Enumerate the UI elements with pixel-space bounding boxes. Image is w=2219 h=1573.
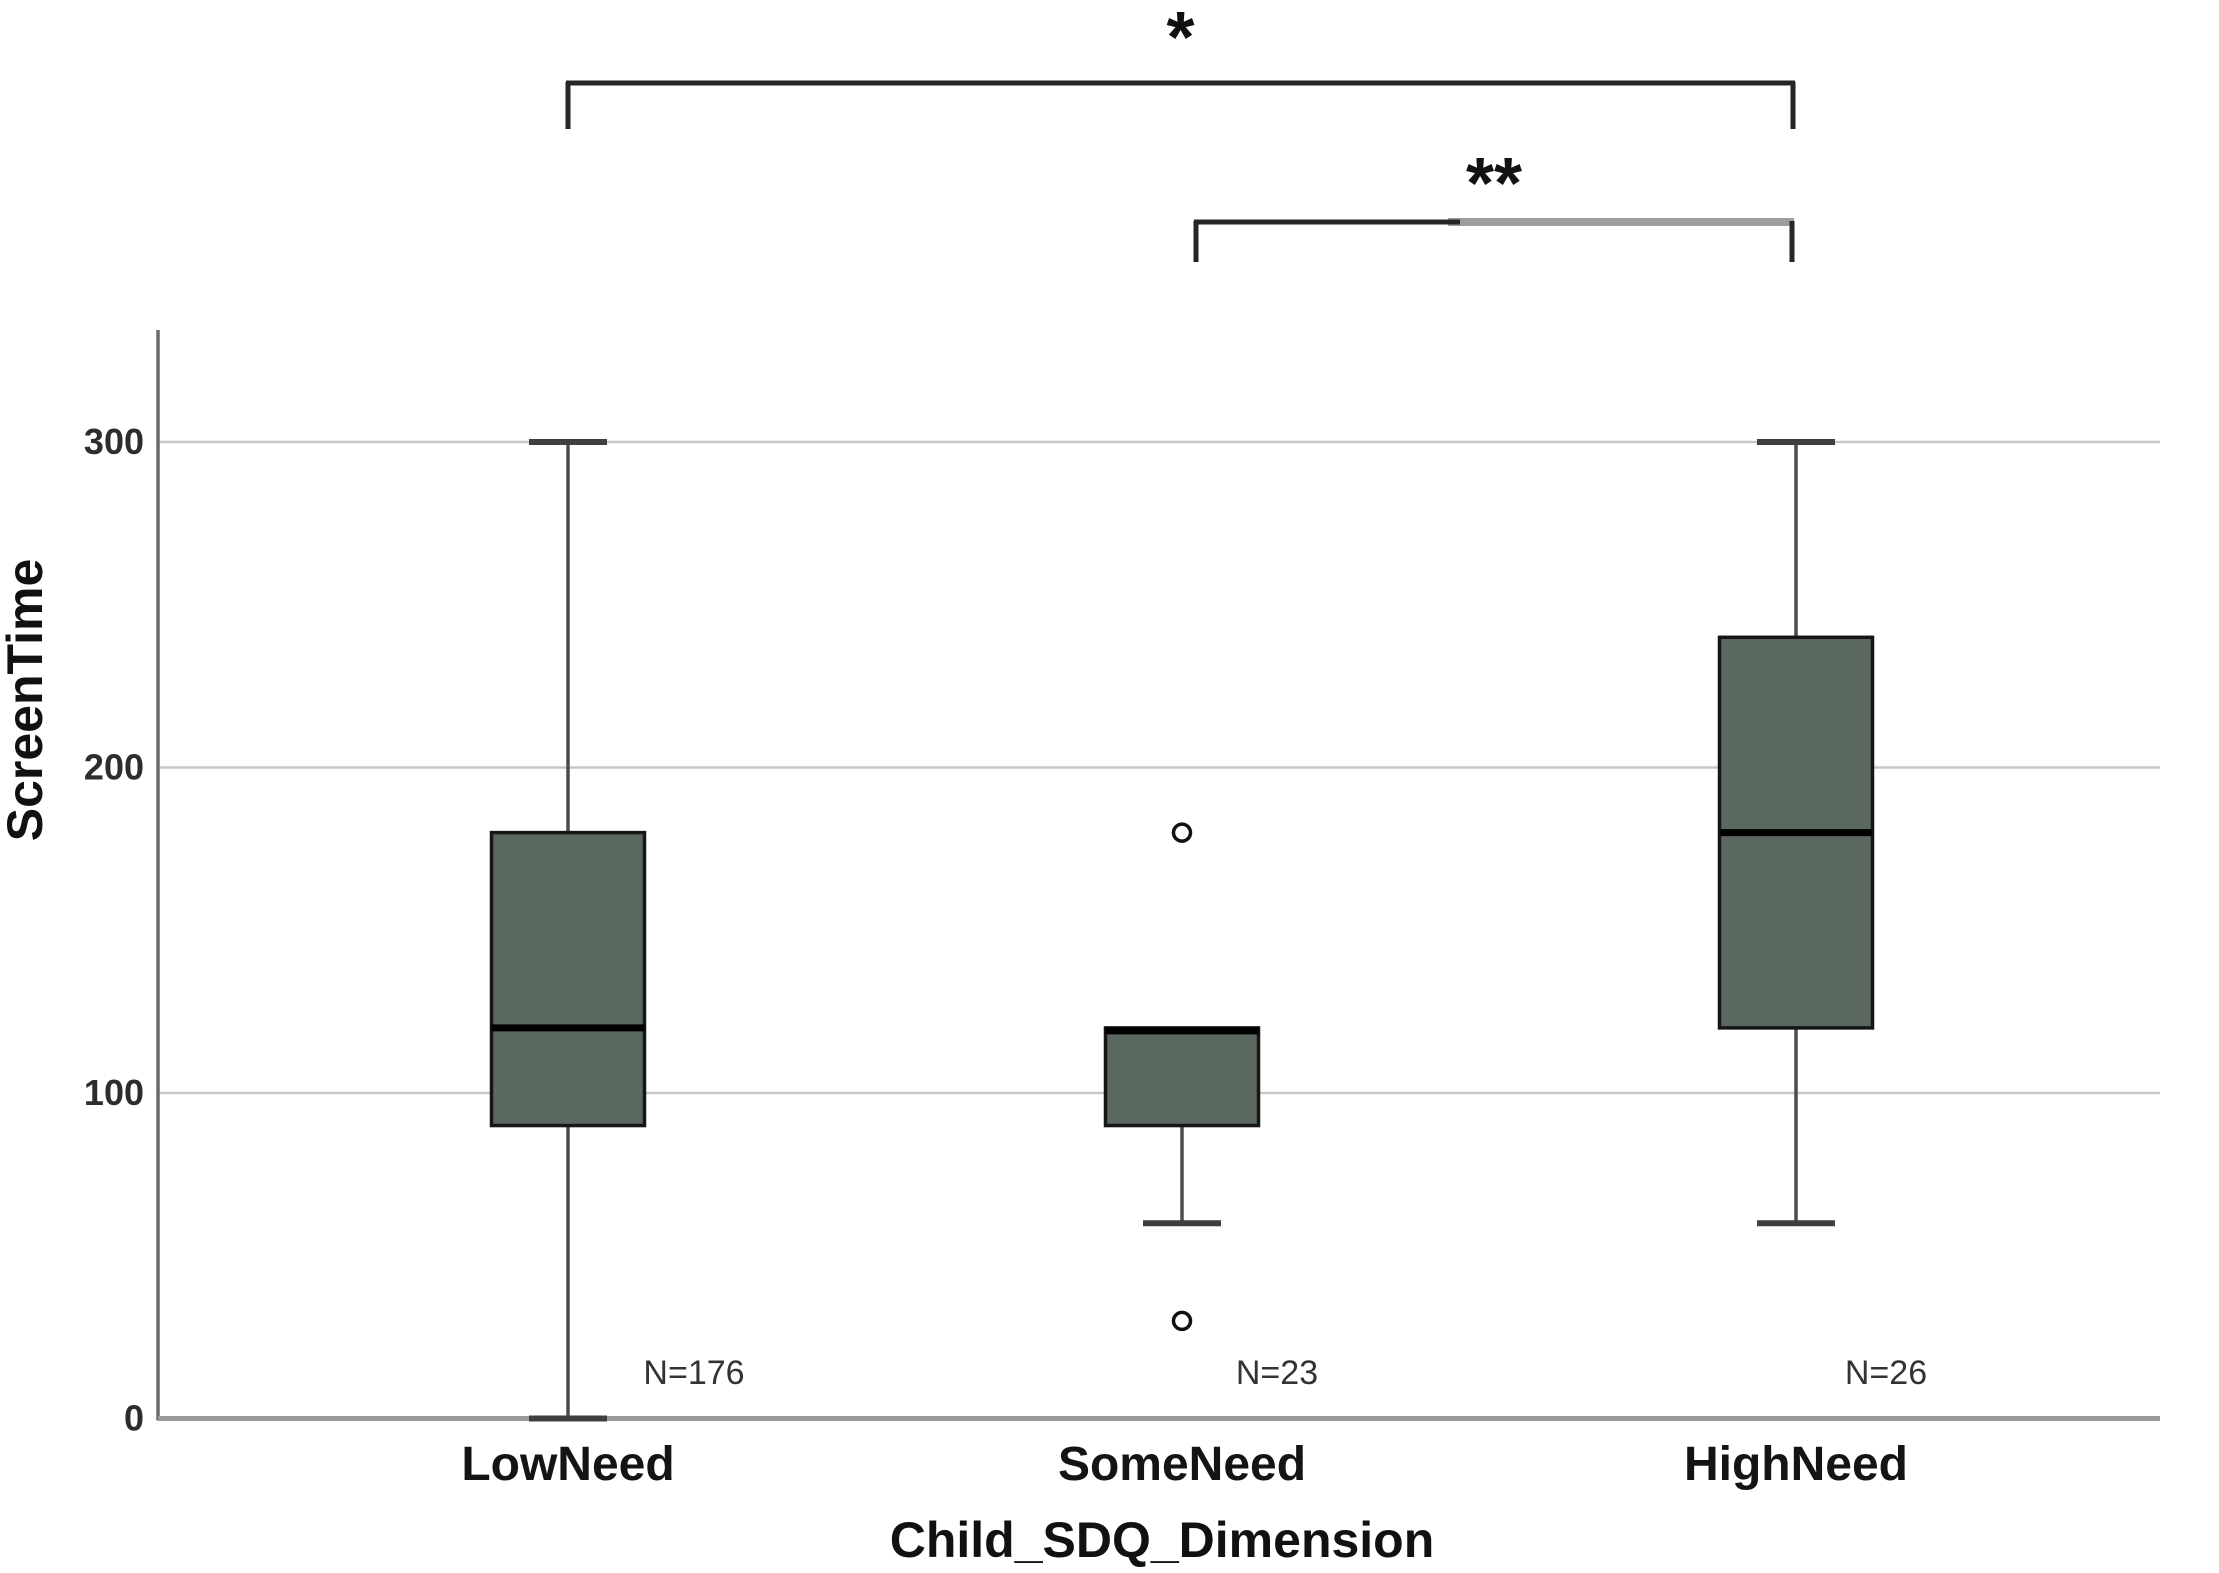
sig-label-1: ** [1466,144,1522,224]
box-LowNeed [489,830,647,1128]
ytick-label-200: 200 [84,747,144,788]
outlier-SomeNeed-1 [1171,1310,1193,1332]
box-SomeNeed [1103,1026,1261,1128]
ytick-label-100: 100 [84,1072,144,1113]
n-label-HighNeed: N=26 [1845,1354,1927,1392]
n-label-SomeNeed: N=23 [1236,1354,1318,1392]
category-label-LowNeed: LowNeed [461,1438,674,1491]
category-label-SomeNeed: SomeNeed [1058,1438,1306,1491]
x-axis-title: Child_SDQ_Dimension [890,1512,1435,1568]
ytick-label-0: 0 [124,1398,144,1439]
n-label-LowNeed: N=176 [643,1354,744,1392]
sig-label-0: * [1166,0,1194,78]
category-label-HighNeed: HighNeed [1684,1438,1908,1491]
ytick-label-300: 300 [84,421,144,462]
y-axis-title: ScreenTime [0,559,53,842]
outlier-SomeNeed-0 [1171,822,1193,843]
